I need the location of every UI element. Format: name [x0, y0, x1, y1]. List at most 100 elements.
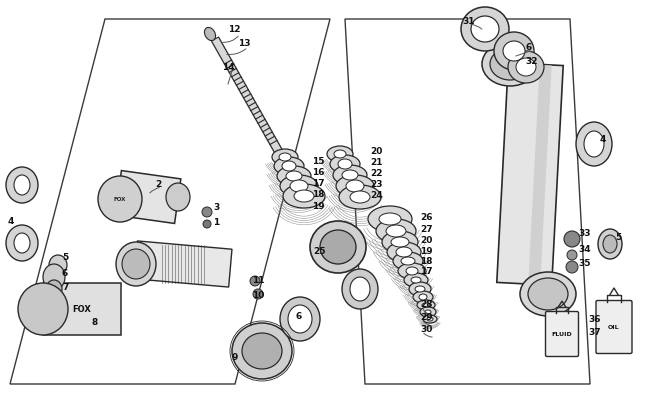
Text: 21: 21	[370, 158, 382, 167]
Text: 6: 6	[295, 312, 301, 321]
Ellipse shape	[116, 243, 156, 286]
Text: 10: 10	[252, 291, 265, 300]
Ellipse shape	[490, 49, 530, 81]
Ellipse shape	[603, 235, 617, 254]
Ellipse shape	[203, 220, 211, 228]
Text: 19: 19	[420, 247, 433, 256]
Text: OIL: OIL	[608, 325, 620, 330]
Ellipse shape	[205, 28, 216, 41]
Text: 26: 26	[420, 213, 432, 222]
FancyBboxPatch shape	[545, 312, 578, 357]
Text: 33: 33	[578, 229, 590, 238]
Text: 17: 17	[312, 179, 324, 188]
Text: 20: 20	[370, 147, 382, 156]
Ellipse shape	[288, 305, 312, 333]
Text: 13: 13	[238, 38, 250, 47]
Text: 12: 12	[228, 26, 240, 34]
Text: 6: 6	[62, 268, 68, 277]
Text: 7: 7	[62, 283, 68, 292]
Ellipse shape	[327, 147, 353, 162]
Ellipse shape	[379, 213, 401, 226]
Ellipse shape	[49, 256, 67, 275]
Ellipse shape	[242, 333, 282, 369]
Ellipse shape	[401, 257, 415, 265]
Ellipse shape	[330, 156, 360, 174]
Ellipse shape	[409, 282, 431, 296]
Ellipse shape	[310, 222, 366, 273]
Ellipse shape	[333, 166, 367, 185]
Ellipse shape	[336, 175, 374, 198]
Ellipse shape	[427, 317, 433, 321]
Ellipse shape	[283, 185, 325, 209]
Text: 36: 36	[588, 315, 601, 324]
Ellipse shape	[339, 185, 381, 209]
Text: 1: 1	[213, 218, 219, 227]
Ellipse shape	[396, 247, 412, 257]
Ellipse shape	[564, 231, 580, 247]
Ellipse shape	[280, 297, 320, 341]
Ellipse shape	[282, 162, 296, 172]
Ellipse shape	[6, 168, 38, 203]
Ellipse shape	[166, 183, 190, 211]
Text: 8: 8	[92, 318, 98, 327]
Ellipse shape	[471, 17, 499, 43]
Ellipse shape	[598, 230, 622, 259]
Ellipse shape	[417, 300, 435, 310]
Ellipse shape	[413, 291, 433, 303]
Text: 3: 3	[213, 203, 219, 212]
Ellipse shape	[567, 250, 577, 260]
Ellipse shape	[342, 269, 378, 309]
Polygon shape	[115, 171, 181, 224]
Ellipse shape	[398, 263, 426, 279]
Ellipse shape	[350, 192, 370, 203]
Ellipse shape	[368, 207, 412, 232]
Ellipse shape	[386, 226, 406, 237]
Ellipse shape	[419, 294, 427, 300]
Ellipse shape	[320, 230, 356, 264]
Text: 24: 24	[370, 191, 383, 200]
Ellipse shape	[122, 249, 150, 279]
Text: 18: 18	[312, 190, 324, 199]
Ellipse shape	[338, 160, 352, 170]
Ellipse shape	[425, 310, 431, 314]
Ellipse shape	[274, 158, 304, 175]
Ellipse shape	[253, 289, 263, 299]
Ellipse shape	[46, 280, 62, 298]
Text: 32: 32	[525, 58, 538, 66]
Text: 25: 25	[313, 247, 326, 256]
Text: 16: 16	[312, 168, 324, 177]
Text: 19: 19	[312, 202, 324, 211]
Ellipse shape	[290, 181, 308, 192]
Text: 30: 30	[420, 325, 432, 334]
Text: 27: 27	[420, 225, 433, 234]
Ellipse shape	[98, 177, 142, 222]
Ellipse shape	[232, 323, 292, 379]
Ellipse shape	[516, 59, 536, 77]
Text: 6: 6	[525, 43, 531, 52]
Ellipse shape	[280, 175, 318, 198]
Ellipse shape	[342, 171, 358, 181]
Ellipse shape	[422, 303, 430, 307]
Text: 22: 22	[370, 169, 382, 178]
Text: 17: 17	[420, 267, 433, 276]
Ellipse shape	[43, 264, 65, 290]
Text: 11: 11	[252, 276, 265, 285]
Ellipse shape	[494, 33, 534, 71]
Ellipse shape	[277, 166, 311, 187]
Polygon shape	[43, 284, 121, 335]
Ellipse shape	[423, 315, 437, 323]
Text: 5: 5	[62, 253, 68, 262]
Text: 20: 20	[420, 236, 432, 245]
Ellipse shape	[528, 278, 568, 310]
Ellipse shape	[272, 149, 298, 166]
Ellipse shape	[520, 272, 576, 316]
Ellipse shape	[387, 243, 421, 262]
Text: 34: 34	[578, 245, 591, 254]
Ellipse shape	[286, 172, 302, 181]
Polygon shape	[211, 38, 283, 157]
Ellipse shape	[482, 43, 538, 87]
Text: 28: 28	[420, 300, 432, 309]
Ellipse shape	[346, 181, 364, 192]
Ellipse shape	[294, 190, 314, 202]
Ellipse shape	[584, 132, 604, 158]
